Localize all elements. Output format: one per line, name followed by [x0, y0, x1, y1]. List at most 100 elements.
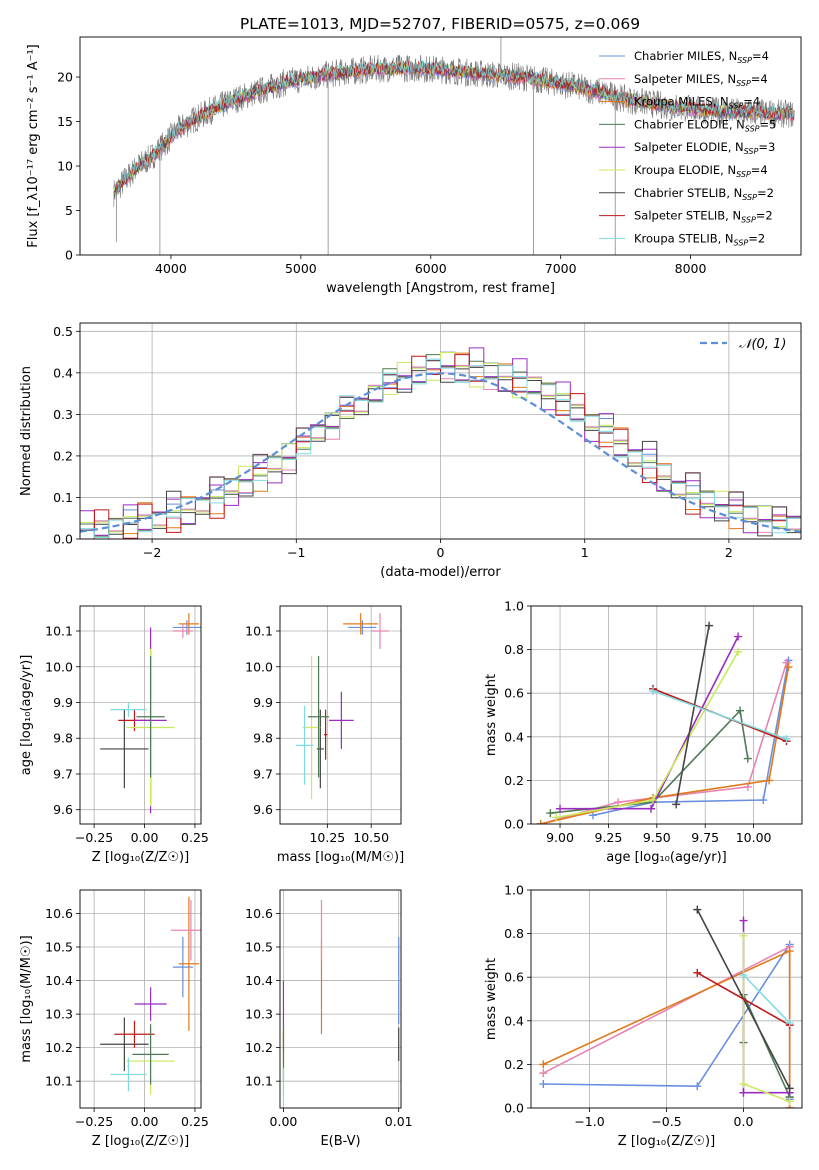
y-tick-label: 1.0 — [504, 883, 524, 898]
y-axis-label: age [log₁₀(age/yr)] — [19, 655, 34, 776]
weight-marker — [739, 1088, 748, 1097]
x-tick-label: 9.75 — [691, 830, 719, 845]
weight-marker — [693, 1082, 702, 1091]
y-axis-label: Flux [f_λ10⁻¹⁷ erg cm⁻² s⁻¹ A⁻¹] — [26, 44, 41, 248]
chart-mass_vs_ebv: 0.00 0.01 10.1 10.2 10.3 10.4 10.5 10.6 E(B-V) — [245, 889, 413, 1149]
weight-marker — [736, 706, 745, 715]
y-tick-label: 10.2 — [245, 1040, 273, 1055]
weight-marker — [647, 804, 656, 813]
y-axis-label: Normed distribution — [19, 366, 34, 496]
weight-marker — [782, 658, 791, 667]
chart-spectrum: 4000 5000 6000 7000 8000 0 5 10 15 20 Chabrier MIL… — [26, 36, 802, 296]
legend: Chabrier MILES, NSSP=4 Salpeter MILES, NS… — [599, 49, 776, 247]
chart-residuals: −2 −1 0 1 2 0.0 0.1 0.2 0.3 0.4 0.5 𝒩(0, 1) (data-mo… — [19, 322, 802, 580]
errorbar-point-chabrier_miles — [348, 620, 377, 635]
x-tick-label: 0.25 — [181, 830, 209, 845]
x-tick-label: 6000 — [415, 261, 447, 276]
x-tick-label: 4000 — [155, 261, 187, 276]
errorbar-point-chabrier_miles — [172, 620, 201, 635]
weight-marker — [784, 663, 793, 672]
legend-entry: Salpeter STELIB, NSSP=2 — [634, 209, 773, 225]
y-tick-label: 10.0 — [245, 659, 273, 674]
weight-marker — [693, 905, 702, 914]
errorbar-point-kroupa_miles — [343, 613, 379, 635]
y-tick-label: 9.7 — [53, 766, 73, 781]
x-axis-label: Z [log₁₀(Z/Z☉)] — [618, 1134, 715, 1149]
weight-marker — [546, 809, 555, 818]
y-tick-label: 9.7 — [253, 766, 273, 781]
y-tick-label: 9.8 — [253, 731, 273, 746]
y-tick-label: 10.1 — [45, 1074, 73, 1089]
x-tick-label: 10.00 — [736, 830, 772, 845]
errorbar-point-chabrier_miles — [172, 936, 193, 998]
weight-line-salpeter_stelib — [696, 972, 791, 1026]
y-tick-label: 10.3 — [245, 1007, 273, 1022]
histogram-kroupa_stelib — [80, 358, 801, 538]
y-tick-label: 0.0 — [504, 1101, 524, 1116]
weight-marker — [785, 1018, 794, 1027]
y-axis-label: mass [log₁₀(M/M☉)] — [19, 935, 34, 1062]
x-axis-label: (data-model)/error — [380, 565, 501, 580]
y-tick-label: 0.2 — [504, 773, 524, 788]
chart-age_vs_Z: −0.25 0.00 0.25 9.6 9.7 9.8 9.9 10.0 10.1 Z [log₁… — [19, 605, 209, 865]
errorbar-point-chabrier_stelib — [100, 709, 149, 789]
chart-mass_weight_vs_age: 9.00 9.25 9.50 9.75 10.00 0.0 0.2 0.4 0.6 0.8 1.0 a… — [484, 599, 803, 865]
weight-marker — [614, 798, 623, 807]
x-tick-label: 9.00 — [546, 830, 574, 845]
errorbar-point-kroupa_miles — [178, 896, 199, 1031]
weight-marker — [552, 813, 561, 822]
weight-marker — [739, 931, 748, 940]
model-line-kroupa_stelib — [113, 60, 795, 191]
y-tick-label: 0.2 — [53, 448, 73, 463]
errorbar-point-kroupa_stelib — [110, 1057, 147, 1092]
y-tick-label: 0.2 — [504, 1057, 524, 1072]
errorbar-point-salpeter_stelib — [323, 709, 328, 760]
plot-area — [295, 613, 389, 799]
errorbar-point-salpeter_miles — [172, 623, 193, 639]
legend-entry: Chabrier MILES, NSSP=4 — [634, 49, 769, 65]
legend-entry: 𝒩(0, 1) — [739, 337, 786, 352]
errorbar-point-salpeter_elodie — [134, 987, 167, 1021]
weight-marker — [765, 776, 774, 785]
x-tick-label: 8000 — [675, 261, 707, 276]
weight-marker — [734, 647, 743, 656]
y-tick-label: 0.4 — [53, 365, 73, 380]
y-tick-label: 10.5 — [245, 940, 273, 955]
chart-age_vs_mass: 10.25 10.50 9.6 9.7 9.8 9.9 10.0 10.1 mass [log₁… — [245, 605, 404, 865]
weight-marker — [739, 916, 748, 925]
legend-entry: Kroupa STELIB, NSSP=2 — [634, 231, 765, 247]
y-axis-label: mass weight — [484, 958, 499, 1040]
x-tick-label: 0.0 — [734, 1114, 754, 1129]
y-tick-label: 0.4 — [504, 1013, 524, 1028]
x-axis-label: Z [log₁₀(Z/Z☉)] — [92, 1134, 189, 1149]
plot-area — [282, 900, 400, 1108]
weight-line-chabrier_elodie — [550, 708, 749, 814]
weight-marker — [739, 971, 748, 980]
figure-title: PLATE=1013, MJD=52707, FIBERID=0575, z=0… — [240, 15, 640, 33]
y-tick-label: 10.6 — [45, 906, 73, 921]
x-tick-label: 0.00 — [131, 1114, 159, 1129]
x-tick-label: −1.0 — [574, 1114, 604, 1129]
plot-area — [113, 37, 795, 255]
plot-area — [539, 905, 794, 1108]
x-axis-label: age [log₁₀(age/yr)] — [606, 850, 727, 865]
y-tick-label: 0.0 — [504, 817, 524, 832]
y-tick-label: 0 — [65, 248, 73, 263]
errorbar-point-kroupa_stelib — [110, 702, 147, 717]
weight-marker — [734, 632, 743, 641]
y-tick-label: 0.3 — [53, 407, 73, 422]
chart-mass_vs_Z: −0.25 0.00 0.25 10.1 10.2 10.3 10.4 10.5 10.6 Z [… — [19, 889, 209, 1149]
legend-entry: Salpeter ELODIE, NSSP=3 — [634, 140, 775, 156]
x-tick-label: 9.25 — [595, 830, 623, 845]
plot-area — [80, 347, 801, 539]
y-tick-label: 0.6 — [504, 970, 524, 985]
y-tick-label: 5 — [65, 203, 73, 218]
weight-line-kroupa_stelib — [652, 690, 787, 740]
y-tick-label: 10.1 — [245, 624, 273, 639]
y-tick-label: 10.2 — [45, 1040, 73, 1055]
x-tick-label: 0.25 — [181, 1114, 209, 1129]
y-tick-label: 0.0 — [53, 532, 73, 547]
model-line-salpeter_elodie — [113, 61, 795, 193]
weight-marker — [785, 1097, 794, 1106]
x-tick-label: −2 — [143, 545, 161, 560]
